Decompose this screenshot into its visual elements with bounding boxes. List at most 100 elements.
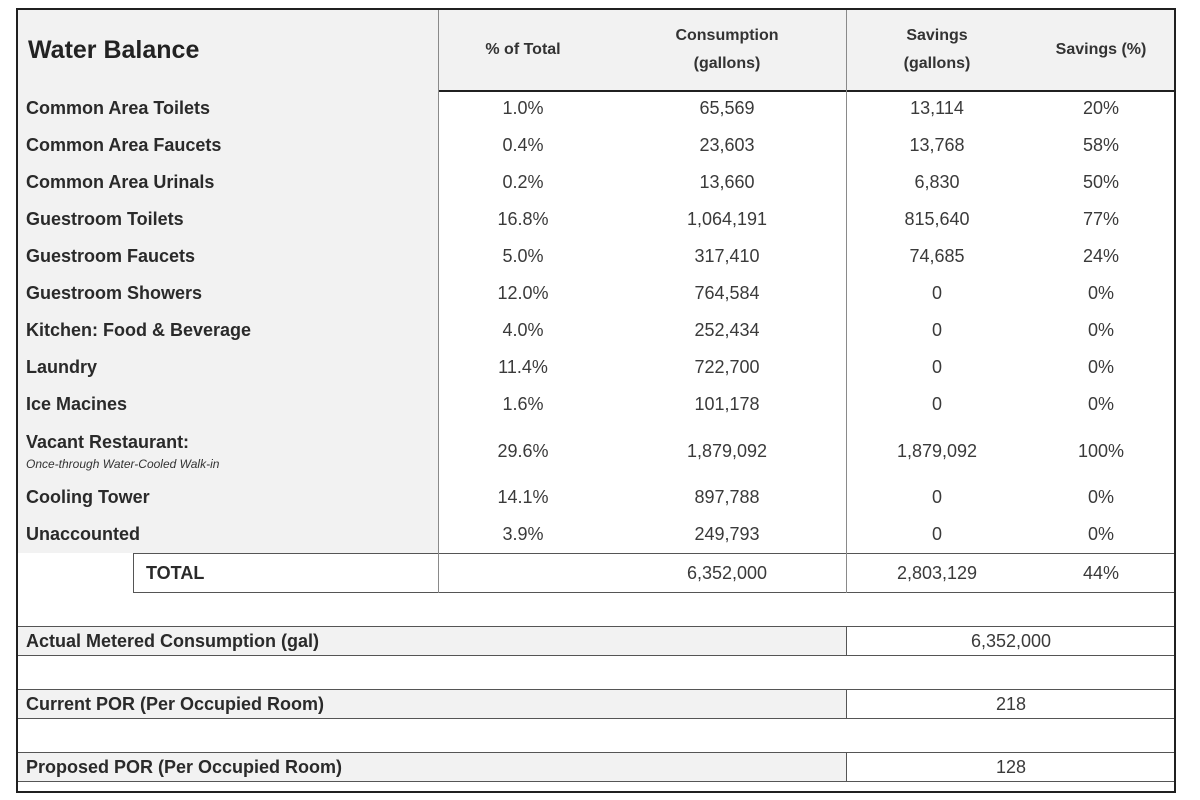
row-consumption: 897,788 (694, 487, 760, 507)
row-label: Ice Macines (26, 394, 128, 414)
row-savings: 6,830 (914, 172, 960, 192)
row-savings-pct: 0% (1087, 487, 1114, 507)
summary-bottom-border (18, 655, 1174, 656)
summary-top-border (18, 689, 1174, 690)
summary-label: Proposed POR (Per Occupied Room) (18, 753, 846, 781)
row-savings: 13,768 (909, 135, 965, 155)
total-savings: 2,803,129 (896, 562, 978, 583)
column-divider (438, 10, 439, 593)
total-row: TOTAL 6,352,000 2,803,129 44% (18, 553, 1174, 593)
row-label: Vacant Restaurant: (26, 431, 190, 452)
summary-value: 6,352,000 (970, 630, 1052, 651)
row-label-cell: Vacant Restaurant: Once-through Water-Coo… (18, 423, 438, 479)
summary-top-border (18, 752, 1174, 753)
row-pct-total: 12.0% (497, 283, 549, 303)
row-savings-pct: 20% (1082, 98, 1120, 118)
table-row: Guestroom Showers 12.0% 764,584 0 0% (18, 275, 1174, 312)
row-label: Cooling Tower (26, 487, 150, 507)
row-pct-total: 5.0% (502, 246, 544, 266)
total-top-border (133, 553, 1174, 554)
summary-label: Actual Metered Consumption (gal) (18, 627, 846, 655)
table-row: Vacant Restaurant: Once-through Water-Coo… (18, 423, 1174, 479)
header-consumption: Consumption (gallons) (608, 10, 846, 90)
row-savings: 74,685 (909, 246, 965, 266)
row-savings-pct: 24% (1082, 246, 1120, 266)
header-pct-total: % of Total (485, 41, 561, 58)
row-savings-pct: 77% (1082, 209, 1120, 229)
summary-bottom-border (18, 781, 1174, 782)
row-label: Laundry (26, 357, 98, 377)
row-savings: 13,114 (910, 98, 964, 118)
row-label: Unaccounted (26, 524, 141, 544)
row-pct-total: 29.6% (497, 440, 549, 461)
summary-divider (846, 626, 847, 656)
table-row: Cooling Tower 14.1% 897,788 0 0% (18, 479, 1174, 516)
row-pct-total: 11.4% (498, 357, 548, 377)
row-savings-pct: 0% (1087, 357, 1114, 377)
total-consumption: 6,352,000 (686, 562, 768, 583)
row-pct-total: 16.8% (497, 209, 549, 229)
row-consumption: 13,660 (699, 172, 755, 192)
row-pct-total: 3.9% (502, 524, 544, 544)
column-divider (846, 10, 847, 593)
row-consumption: 23,603 (699, 135, 755, 155)
table-row: Unaccounted 3.9% 249,793 0 0% (18, 516, 1174, 553)
row-savings: 0 (931, 320, 942, 340)
header-savings-pct: Savings (%) (1055, 41, 1147, 58)
summary-top-border (18, 626, 1174, 627)
row-consumption: 764,584 (694, 283, 760, 303)
row-savings: 0 (931, 394, 942, 414)
total-savings-pct: 44% (1082, 562, 1120, 583)
row-savings: 0 (931, 487, 942, 507)
row-pct-total: 0.4% (502, 135, 544, 155)
row-pct-total: 14.1% (497, 487, 549, 507)
row-pct-total: 1.6% (502, 394, 544, 414)
row-consumption: 65,569 (699, 98, 755, 118)
header-consumption-line1: Consumption (675, 27, 779, 44)
water-balance-sheet: Water Balance % of Total Consumption (gallo… (16, 8, 1176, 793)
row-sublabel: Once-through Water-Cooled Walk-in (26, 456, 220, 471)
row-consumption: 252,434 (694, 320, 760, 340)
table-row: Laundry 11.4% 722,700 0 0% (18, 349, 1174, 386)
row-savings-pct: 58% (1082, 135, 1120, 155)
row-consumption: 1,064,191 (686, 209, 768, 229)
row-savings: 0 (931, 357, 942, 377)
row-consumption: 317,410 (694, 246, 760, 266)
total-left-border (133, 553, 134, 593)
summary-bottom-border (18, 718, 1174, 719)
summary-value: 218 (995, 693, 1027, 714)
summary-label: Current POR (Per Occupied Room) (18, 690, 846, 718)
row-savings-pct: 0% (1087, 394, 1114, 414)
summary-divider (846, 752, 847, 782)
row-savings-pct: 0% (1087, 524, 1114, 544)
row-consumption: 249,793 (694, 524, 760, 544)
header-savings: Savings (gallons) (846, 10, 1028, 90)
total-bottom-border (133, 592, 1174, 593)
row-savings-pct: 100% (1077, 440, 1125, 461)
row-savings: 0 (931, 524, 942, 544)
table-row: Guestroom Faucets 5.0% 317,410 74,685 24% (18, 238, 1174, 275)
summary-value: 128 (995, 756, 1027, 777)
row-savings: 1,879,092 (896, 440, 978, 461)
row-pct-total: 4.0% (502, 320, 544, 340)
row-savings-pct: 0% (1087, 283, 1114, 303)
table-header: Water Balance % of Total Consumption (gallo… (18, 10, 1174, 92)
row-consumption: 722,700 (694, 357, 760, 377)
header-consumption-line2: (gallons) (693, 55, 761, 72)
row-savings: 0 (931, 283, 942, 303)
row-savings-pct: 0% (1087, 320, 1114, 340)
row-consumption: 101,178 (694, 394, 760, 414)
total-label: TOTAL (146, 562, 205, 583)
table-row: Common Area Toilets 1.0% 65,569 13,114 20% (18, 90, 1174, 127)
table-row: Guestroom Toilets 16.8% 1,064,191 815,640 77… (18, 201, 1174, 238)
label-column-bg (18, 90, 438, 553)
row-label: Common Area Faucets (26, 135, 222, 155)
row-savings: 815,640 (904, 209, 970, 229)
summary-divider (846, 689, 847, 719)
table-title: Water Balance (28, 35, 200, 64)
row-consumption: 1,879,092 (686, 440, 768, 461)
row-pct-total: 1.0% (502, 98, 544, 118)
table-row: Common Area Faucets 0.4% 23,603 13,768 58% (18, 127, 1174, 164)
summary-row-metered: Actual Metered Consumption (gal) 6,352,00… (18, 626, 1174, 656)
header-savings-line1: Savings (906, 27, 968, 44)
